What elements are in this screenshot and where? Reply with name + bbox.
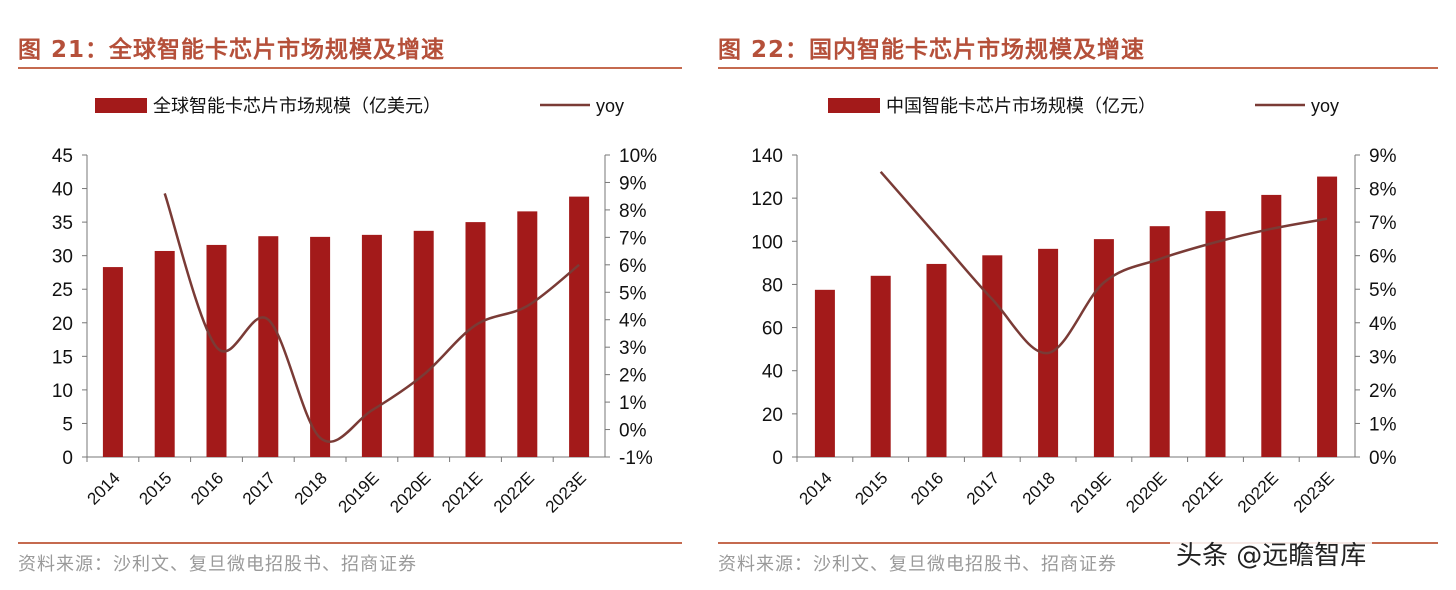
right-tick-label: 2%: [619, 366, 647, 387]
right-tick-label: 5%: [1369, 280, 1397, 301]
right-tick-label: 8%: [619, 201, 647, 222]
x-tick-label: 2014: [84, 468, 124, 508]
chart-1: 全球智能卡芯片市场规模（亿美元） yoy 0 5 10 15 20 25 30 35 40 45 -1%…: [52, 96, 657, 517]
right-tick-label: 0%: [1369, 448, 1397, 469]
right-tick-label: 8%: [1369, 180, 1397, 201]
bar-2015: [154, 250, 175, 457]
title-divider-2: [718, 67, 1438, 69]
left-tick-label: 100: [751, 232, 783, 253]
right-tick-label: 9%: [1369, 146, 1397, 167]
right-tick-label: 1%: [619, 393, 647, 414]
x-tick-label: 2021E: [438, 468, 486, 516]
bar-2023E: [1317, 176, 1338, 458]
x-tick-label: 2017: [239, 468, 279, 508]
left-tick-label: 25: [52, 280, 73, 301]
bar-2021E: [1205, 211, 1226, 457]
x-tick-label: 2021E: [1178, 468, 1226, 516]
bar-2016: [926, 263, 947, 457]
left-tick-label: 80: [762, 275, 783, 296]
bar-2015: [870, 275, 891, 457]
right-tick-label: 2%: [1369, 381, 1397, 402]
left-tick-label: 0: [62, 448, 73, 469]
bar-2018: [310, 236, 331, 457]
left-tick-label: 120: [751, 189, 783, 210]
title-divider-1: [18, 67, 682, 69]
x-tick-label: 2023E: [542, 468, 590, 516]
chart-2-title: 图 22：国内智能卡芯片市场规模及增速: [718, 37, 1146, 63]
right-tick-label: -1%: [619, 448, 653, 469]
right-tick-label: 7%: [1369, 213, 1397, 234]
bar-2019E: [1093, 239, 1114, 457]
left-tick-label: 0: [772, 448, 783, 469]
right-tick-label: 6%: [619, 256, 647, 277]
bar-2019E: [361, 234, 382, 457]
bar-2014: [814, 289, 835, 457]
right-tick-label: 6%: [1369, 247, 1397, 268]
x-tick-label: 2015: [851, 468, 891, 508]
chart-2-source: 资料来源：沙利文、复旦微电招股书、招商证券: [718, 554, 1117, 575]
bar-2022E: [517, 211, 538, 457]
right-tick-label: 5%: [619, 283, 647, 304]
x-tick-label: 2022E: [490, 468, 538, 516]
right-tick-label: 7%: [619, 228, 647, 249]
bar-2017: [258, 236, 279, 457]
x-tick-label: 2014: [796, 468, 836, 508]
x-tick-label: 2016: [187, 468, 227, 508]
watermark: 头条 @远瞻智库: [1170, 535, 1373, 572]
left-tick-label: 40: [52, 180, 73, 201]
x-tick-label: 2018: [1019, 468, 1059, 508]
x-tick-label: 2023E: [1290, 468, 1338, 516]
x-tick-label: 2020E: [1122, 468, 1170, 516]
chart-1-source: 资料来源：沙利文、复旦微电招股书、招商证券: [18, 554, 417, 575]
yoy-line: [879, 170, 1328, 355]
legend-line-label: yoy: [1311, 96, 1339, 116]
left-tick-label: 35: [52, 213, 73, 234]
legend-bar-label: 全球智能卡芯片市场规模（亿美元）: [153, 96, 441, 116]
left-tick-label: 30: [52, 247, 73, 268]
footer-divider-2: [718, 542, 1438, 544]
left-tick-label: 60: [762, 319, 783, 340]
bar-2022E: [1261, 194, 1282, 457]
right-tick-label: 1%: [1369, 414, 1397, 435]
x-tick-label: 2019E: [335, 468, 383, 516]
x-tick-label: 2022E: [1234, 468, 1282, 516]
left-tick-label: 5: [62, 414, 73, 435]
left-tick-label: 40: [762, 362, 783, 383]
right-tick-label: 3%: [619, 338, 647, 359]
x-tick-label: 2020E: [386, 468, 434, 516]
bar-2016: [206, 244, 227, 457]
x-tick-label: 2019E: [1067, 468, 1115, 516]
bar-2021E: [465, 222, 486, 457]
legend-line-label: yoy: [596, 96, 624, 116]
bar-2020E: [413, 230, 434, 457]
right-tick-label: 4%: [619, 311, 647, 332]
chart-1-title: 图 21：全球智能卡芯片市场规模及增速: [18, 37, 446, 63]
left-tick-label: 15: [52, 347, 73, 368]
bar-2023E: [569, 196, 590, 457]
right-tick-label: 3%: [1369, 347, 1397, 368]
right-tick-label: 0%: [619, 421, 647, 442]
left-tick-label: 20: [762, 405, 783, 426]
bar-2014: [102, 267, 123, 457]
x-tick-label: 2018: [291, 468, 331, 508]
chart-2: 中国智能卡芯片市场规模（亿元） yoy 0 20 40 60 80 100 120 140 0% 1%…: [751, 96, 1397, 517]
left-tick-label: 10: [52, 381, 73, 402]
footer-divider-1: [18, 542, 682, 544]
left-tick-label: 140: [751, 146, 783, 167]
legend-bar-swatch: [828, 98, 880, 113]
legend-bar-label: 中国智能卡芯片市场规模（亿元）: [886, 96, 1156, 116]
right-tick-label: 9%: [619, 173, 647, 194]
right-tick-label: 10%: [619, 146, 657, 167]
bar-2020E: [1149, 226, 1170, 457]
bar-2017: [982, 255, 1003, 457]
x-tick-label: 2016: [907, 468, 947, 508]
legend-bar-swatch: [95, 98, 147, 113]
left-tick-label: 45: [52, 146, 73, 167]
right-tick-label: 4%: [1369, 314, 1397, 335]
x-tick-label: 2015: [135, 468, 175, 508]
left-tick-label: 20: [52, 314, 73, 335]
x-tick-label: 2017: [963, 468, 1003, 508]
